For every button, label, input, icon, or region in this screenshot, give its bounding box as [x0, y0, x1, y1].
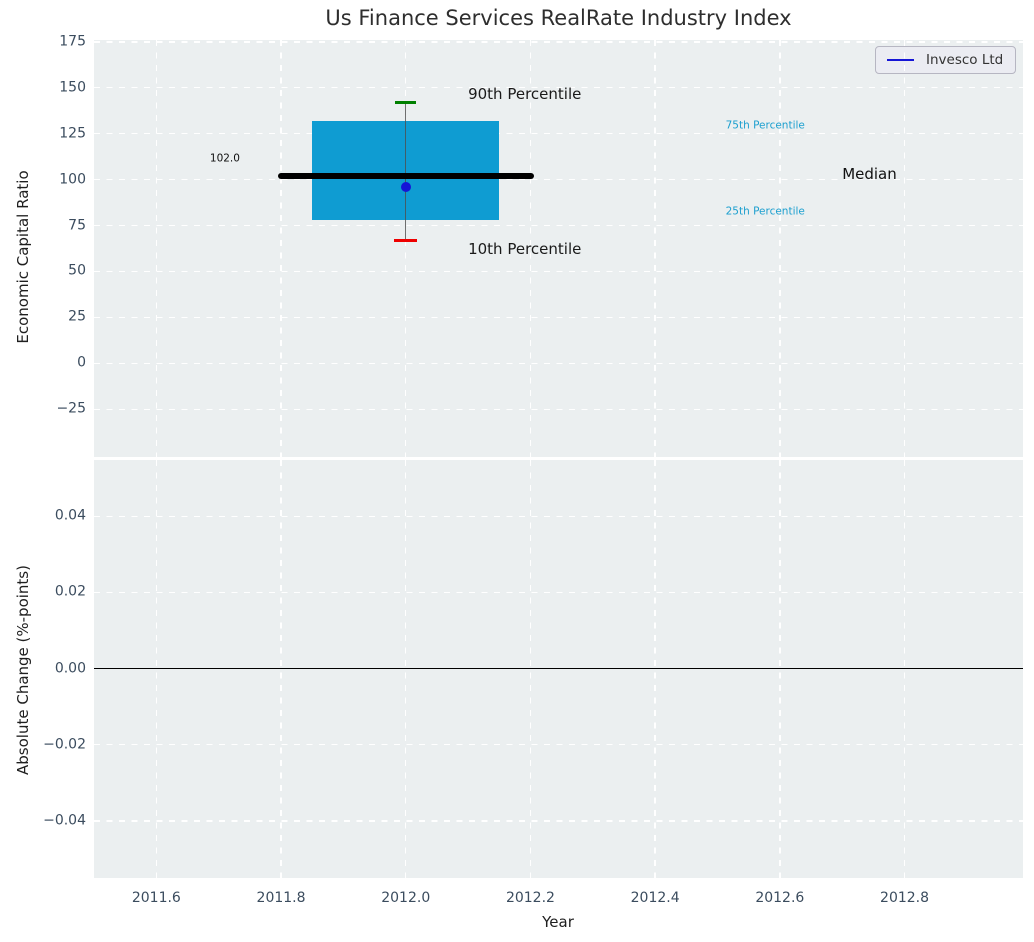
annotation-90th-percentile: 90th Percentile — [468, 85, 582, 104]
ytick-25: 25 — [68, 308, 86, 325]
gridline-v-2011-8 — [280, 40, 282, 457]
chart-title: Us Finance Services RealRate Industry In… — [325, 6, 792, 30]
gridline-v-2012-8 — [903, 40, 906, 457]
boxplot-90th-cap — [395, 100, 417, 104]
ytick-100: 100 — [59, 170, 86, 187]
ytick-25: −25 — [56, 400, 86, 417]
annotation-10th-percentile: 10th Percentile — [468, 240, 582, 259]
ytick-0-04: −0.04 — [43, 812, 86, 829]
xtick-2012-4: 2012.4 — [630, 890, 680, 906]
gridline-h-150 — [94, 87, 1023, 89]
xtick-2011-6: 2011.6 — [131, 890, 181, 906]
x-axis-label: Year — [542, 913, 574, 931]
ytick-75: 75 — [68, 216, 86, 233]
ytick-125: 125 — [59, 124, 86, 141]
legend-line-swatch — [887, 58, 914, 62]
gridline-h-25 — [94, 316, 1023, 319]
boxplot-10th-cap — [394, 238, 418, 242]
xtick-2011-8: 2011.8 — [256, 890, 306, 906]
y-axis-label-top: Economic Capital Ratio — [14, 170, 32, 344]
xtick-2012-8: 2012.8 — [880, 890, 930, 906]
y-axis-label-bottom: Absolute Change (%-points) — [14, 565, 32, 775]
gridline-h-0 — [94, 362, 1023, 364]
gridline-v-2011-6 — [155, 40, 158, 457]
zero-line — [94, 667, 1023, 670]
gridline-v-2012-6 — [779, 40, 781, 457]
xtick-2012-6: 2012.6 — [755, 890, 805, 906]
ytick-0-04: 0.04 — [54, 507, 86, 524]
xtick-2012-0: 2012.0 — [381, 890, 431, 906]
boxplot-whisker-line — [404, 102, 407, 241]
xtick-2012-2: 2012.2 — [505, 890, 555, 906]
top-axes — [94, 40, 1023, 457]
legend: Invesco Ltd — [875, 46, 1016, 74]
boxplot-median-line — [277, 172, 534, 180]
gridline-h-0.04 — [94, 515, 1023, 518]
gridline-h-100 — [94, 178, 1023, 181]
gridline-h-175 — [94, 41, 1023, 43]
annotation-102-0: 102.0 — [209, 152, 240, 165]
gridline-h-−0.04 — [94, 820, 1023, 822]
gridline-h-−25 — [94, 408, 1023, 410]
ytick-150: 150 — [59, 79, 86, 96]
annotation-75th-percentile: 75th Percentile — [725, 119, 805, 132]
gridline-v-2012-4 — [654, 40, 656, 457]
gridline-h-−0.02 — [94, 744, 1023, 746]
gridline-v-2012-2 — [529, 40, 532, 457]
ytick-50: 50 — [68, 262, 86, 279]
ytick-175: 175 — [59, 33, 86, 50]
legend-label: Invesco Ltd — [926, 52, 1004, 68]
ytick-0-02: −0.02 — [43, 736, 86, 753]
gridline-v-2012-0 — [405, 40, 407, 457]
gridline-h-50 — [94, 270, 1023, 273]
ytick-0-00: 0.00 — [54, 659, 86, 676]
gridline-h-0.02 — [94, 591, 1023, 594]
data-point-invesco-ltd — [400, 181, 411, 192]
annotation-median: Median — [842, 165, 897, 184]
ytick-0: 0 — [77, 354, 86, 371]
ytick-0-02: 0.02 — [54, 583, 86, 600]
gridline-h-125 — [94, 132, 1023, 135]
gridline-h-75 — [94, 224, 1023, 227]
annotation-25th-percentile: 25th Percentile — [725, 205, 805, 218]
